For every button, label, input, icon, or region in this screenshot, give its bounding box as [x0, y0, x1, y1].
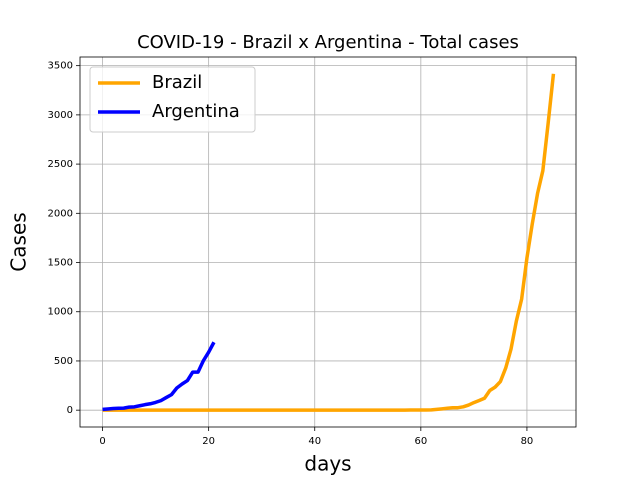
y-tick-label: 3500 — [48, 61, 73, 72]
y-tick-label: 3000 — [48, 110, 73, 121]
data-line — [102, 73, 556, 412]
x-tick-label: 20 — [202, 436, 215, 447]
plot-frame — [79, 56, 577, 428]
x-tick-label: 40 — [308, 436, 321, 447]
y-tick-label: 2500 — [48, 159, 73, 170]
y-tick-label: 1000 — [48, 307, 73, 318]
y-tick-label: 2000 — [48, 208, 73, 219]
y-tick-label: 1500 — [48, 258, 73, 269]
y-tick-label: 500 — [54, 356, 73, 367]
x-tick-label: 0 — [99, 436, 105, 447]
data-line — [102, 341, 216, 412]
legend-label: Argentina — [152, 101, 240, 122]
chart-title: COVID-19 - Brazil x Argentina - Total ca… — [137, 32, 519, 53]
x-axis-label: days — [304, 452, 351, 476]
legend-label: Brazil — [152, 72, 202, 93]
legend: Brazil Argentina — [89, 66, 256, 133]
x-tick-label: 60 — [414, 436, 427, 447]
x-tick-label: 80 — [521, 436, 534, 447]
y-tick-label: 0 — [67, 405, 73, 416]
y-axis-label: Cases — [7, 212, 31, 271]
